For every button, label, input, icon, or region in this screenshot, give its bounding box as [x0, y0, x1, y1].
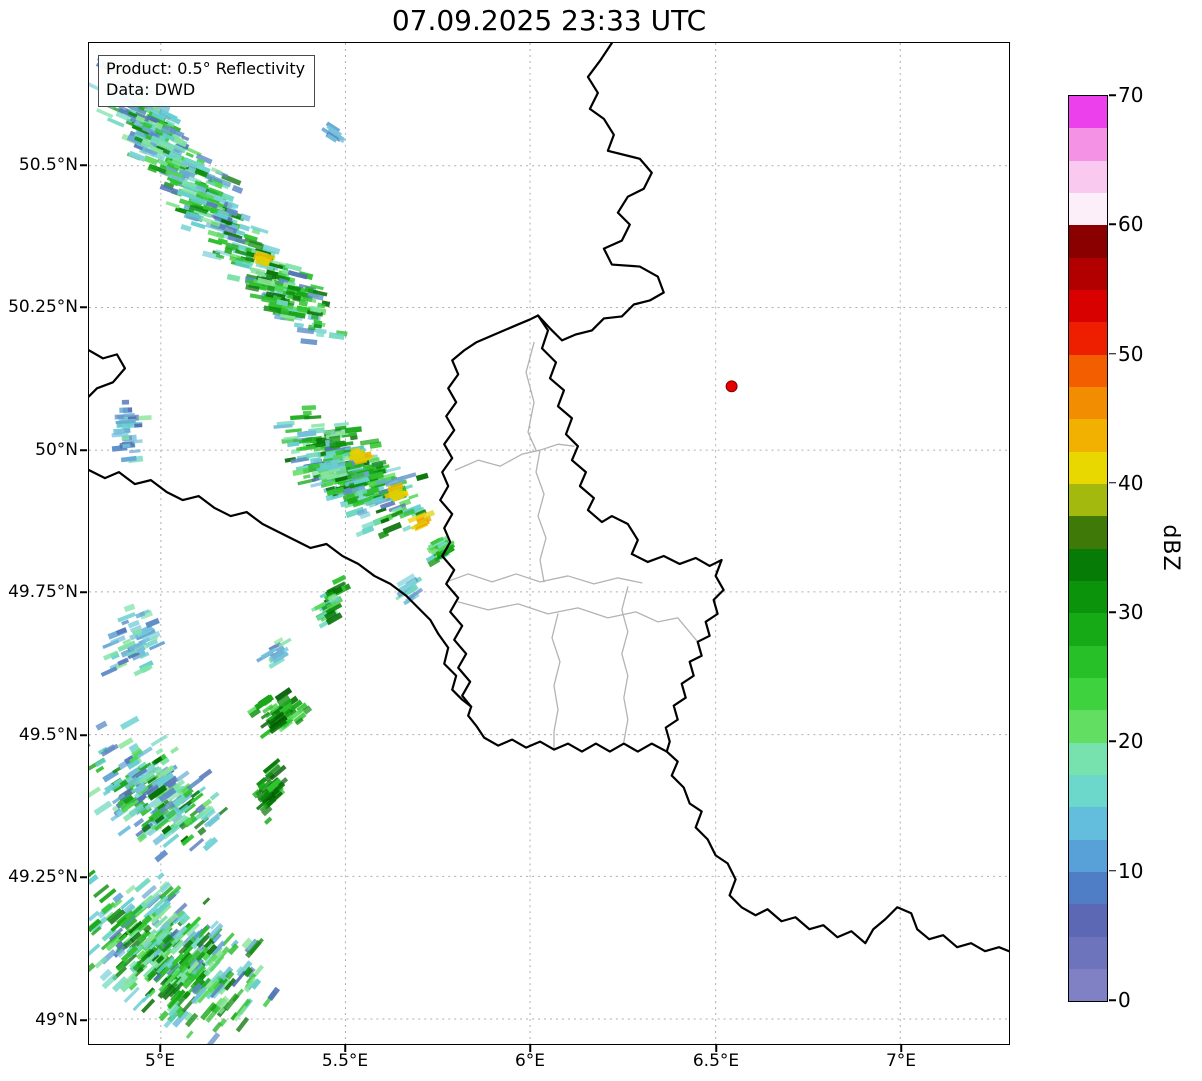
- map-svg: [89, 43, 1009, 1044]
- colorbar-segment: [1069, 774, 1107, 808]
- colorbar-tick-label: 70: [1118, 83, 1144, 107]
- colorbar-segment: [1069, 289, 1107, 323]
- border-luxembourg: [439, 314, 725, 753]
- country-borders: [89, 43, 1009, 953]
- colorbar-segment: [1069, 871, 1107, 905]
- colorbar-segment: [1069, 839, 1107, 872]
- colorbar-tick-label: 10: [1118, 858, 1144, 883]
- colorbar-segment: [1069, 192, 1107, 226]
- colorbar-tick-mark: [1109, 223, 1116, 226]
- colorbar-segment: [1069, 645, 1107, 678]
- x-tick-mark: [159, 1045, 161, 1052]
- colorbar-tick-mark: [1109, 611, 1116, 613]
- colorbar-segment: [1069, 386, 1107, 420]
- radar-site-marker: [725, 380, 738, 393]
- canton-borders: [445, 341, 699, 749]
- y-tick-label: 50.25°N: [8, 297, 78, 317]
- colorbar-tick-mark: [1109, 352, 1116, 355]
- colorbar-segment: [1069, 322, 1107, 355]
- x-tick-label: 7°E: [885, 1051, 917, 1071]
- y-tick-mark: [80, 449, 87, 451]
- colorbar-segment: [1069, 516, 1107, 549]
- y-tick-mark: [80, 164, 87, 166]
- colorbar-segment: [1069, 710, 1107, 743]
- colorbar-tick-mark: [1109, 999, 1116, 1001]
- colorbar-tick-label: 20: [1118, 729, 1144, 754]
- map-plot: Product: 0.5° Reflectivity Data: DWD: [88, 42, 1010, 1045]
- y-tick-label: 49.5°N: [18, 725, 78, 745]
- colorbar-segment: [1069, 548, 1107, 581]
- colorbar-tick-label: 30: [1118, 600, 1144, 625]
- y-tick-label: 49°N: [35, 1010, 78, 1030]
- colorbar-tick-mark: [1109, 94, 1116, 96]
- x-tick-mark: [900, 1045, 902, 1052]
- colorbar-tick-label: 60: [1118, 212, 1144, 237]
- colorbar-segment: [1069, 904, 1107, 937]
- y-tick-label: 50.5°N: [18, 155, 78, 175]
- y-tick-label: 49.25°N: [8, 867, 78, 887]
- colorbar-tick-label: 40: [1118, 470, 1144, 495]
- x-tick-label: 6°E: [514, 1051, 546, 1071]
- colorbar-segment: [1069, 613, 1107, 646]
- colorbar-tick-label: 0: [1118, 988, 1131, 1012]
- y-tick-mark: [80, 734, 87, 736]
- grid-lines: [89, 43, 1009, 1044]
- x-tick-label: 5.5°E: [321, 1051, 369, 1071]
- colorbar-segment: [1069, 677, 1107, 711]
- radar-echoes: [89, 57, 456, 1044]
- colorbar-segment: [1069, 936, 1107, 969]
- colorbar-segment: [1069, 96, 1107, 129]
- x-tick-label: 5°E: [144, 1051, 176, 1071]
- colorbar: [1068, 95, 1108, 1002]
- colorbar-tick-mark: [1109, 869, 1116, 872]
- x-tick-label: 6.5°E: [692, 1051, 740, 1071]
- y-tick-mark: [80, 591, 87, 593]
- colorbar-segment: [1069, 160, 1107, 193]
- colorbar-segment: [1069, 742, 1107, 775]
- x-tick-mark: [529, 1045, 531, 1052]
- y-tick-label: 50°N: [35, 440, 78, 460]
- colorbar-segment: [1069, 580, 1107, 614]
- figure-title: 07.09.2025 23:33 UTC: [391, 4, 707, 37]
- colorbar-segment: [1069, 807, 1107, 840]
- colorbar-tick-mark: [1109, 482, 1116, 484]
- colorbar-axis-label: dBZ: [1158, 524, 1183, 572]
- product-line: Product: 0.5° Reflectivity: [106, 59, 306, 78]
- border-belgium-germany: [536, 43, 665, 342]
- border-givet-salient: [89, 349, 127, 398]
- colorbar-tick-mark: [1109, 740, 1116, 743]
- border-france-germany: [665, 750, 1009, 953]
- x-tick-mark: [715, 1045, 717, 1052]
- data-source-line: Data: DWD: [106, 79, 196, 99]
- colorbar-segment: [1069, 225, 1107, 258]
- colorbar-segment: [1069, 128, 1107, 161]
- x-tick-mark: [344, 1045, 346, 1052]
- y-tick-mark: [80, 306, 87, 308]
- colorbar-segment: [1069, 419, 1107, 452]
- y-tick-label: 49.75°N: [8, 582, 78, 602]
- colorbar-segment: [1069, 354, 1107, 387]
- colorbar-segment: [1069, 968, 1107, 1002]
- colorbar-tick-label: 50: [1118, 341, 1144, 366]
- y-tick-mark: [80, 1019, 87, 1021]
- colorbar-segment: [1069, 257, 1107, 290]
- colorbar-segment: [1069, 451, 1107, 484]
- colorbar-segment: [1069, 483, 1107, 517]
- y-tick-mark: [80, 876, 87, 878]
- border-france-belgium: [89, 469, 473, 708]
- product-annotation-box: Product: 0.5° Reflectivity Data: DWD: [98, 55, 316, 107]
